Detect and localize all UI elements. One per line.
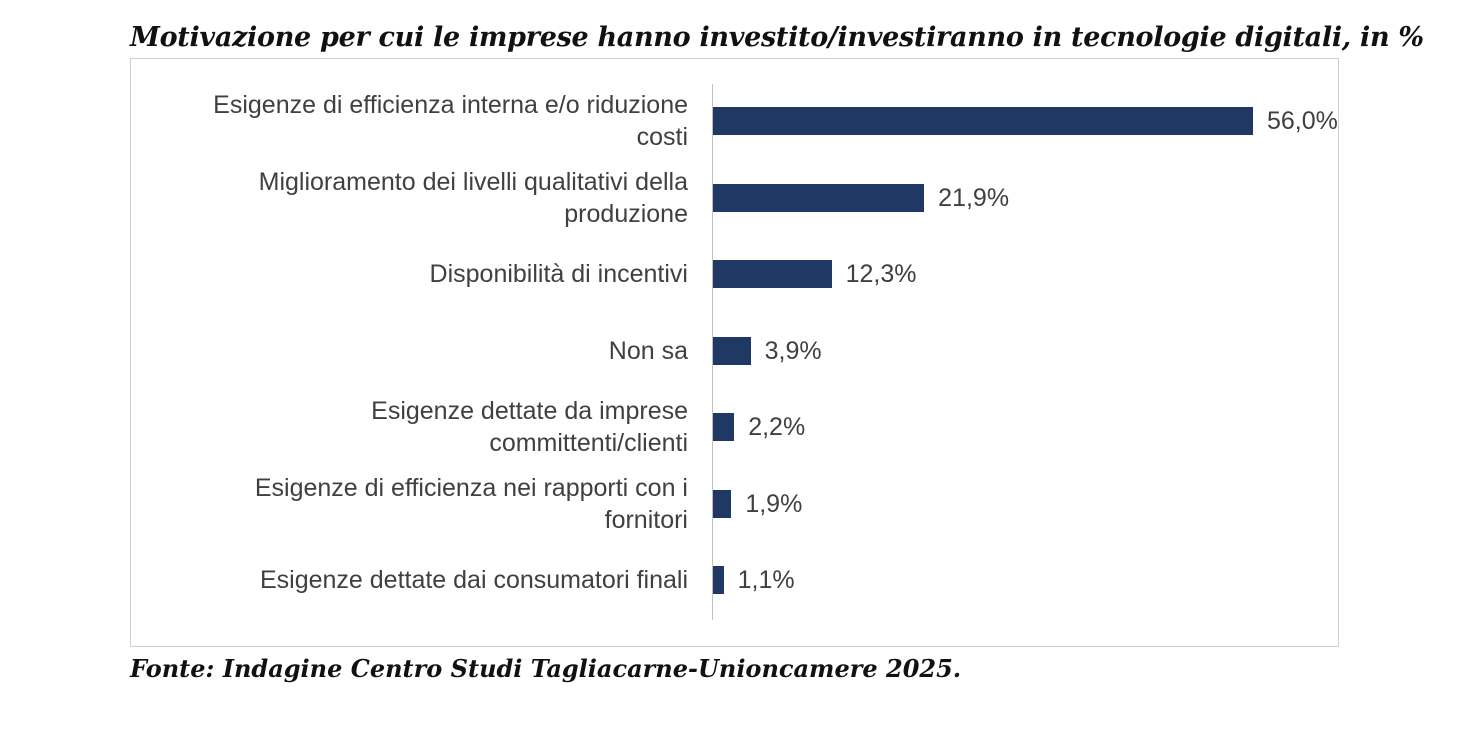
category-label-line: Miglioramento dei livelli qualitativi de…	[258, 167, 688, 196]
category-label-line: Non sa	[608, 336, 688, 365]
value-label: 2,2%	[748, 413, 806, 441]
category-label-line: committenti/clienti	[489, 429, 688, 457]
chart-title: Motivazione per cui le imprese hanno inv…	[130, 22, 1424, 53]
value-label: 1,9%	[745, 489, 803, 518]
category-label: Esigenze dettate dai consumatori finali	[128, 564, 688, 596]
category-label: Non sa	[128, 335, 688, 367]
bar	[713, 413, 735, 441]
category-label: Miglioramento dei livelli qualitativi de…	[128, 166, 688, 230]
category-label: Esigenze di efficienza nei rapporti con …	[128, 472, 688, 536]
category-label-line: Esigenze dettate dai consumatori finali	[259, 566, 688, 594]
category-label-line: costi	[636, 123, 688, 151]
category-label-line: Esigenze di efficienza interna e/o riduz…	[213, 91, 688, 119]
category-axis-line	[712, 84, 713, 620]
value-label: 21,9%	[938, 183, 1010, 212]
category-label: Disponibilità di incentivi	[128, 258, 688, 290]
category-label-line: fornitori	[604, 505, 688, 534]
category-label-line: Esigenze dettate da imprese	[371, 397, 688, 425]
value-label: 1,1%	[737, 566, 795, 594]
category-label-line: Esigenze di efficienza nei rapporti con …	[254, 473, 688, 502]
bar	[713, 489, 732, 518]
bar	[713, 336, 751, 365]
value-label: 3,9%	[764, 336, 822, 365]
bar	[713, 107, 1253, 135]
source-note: Fonte: Indagine Centro Studi Tagliacarne…	[130, 654, 962, 683]
value-label: 56,0%	[1267, 107, 1338, 135]
bar	[713, 260, 832, 288]
bar	[713, 566, 724, 594]
category-label-line: Disponibilità di incentivi	[429, 260, 688, 288]
value-label: 12,3%	[845, 260, 917, 288]
category-label: Esigenze dettate da imprese committenti/c…	[128, 395, 688, 459]
category-label-line: produzione	[564, 199, 688, 228]
category-label: Esigenze di efficienza interna e/o riduz…	[128, 89, 688, 153]
bar	[713, 183, 925, 212]
